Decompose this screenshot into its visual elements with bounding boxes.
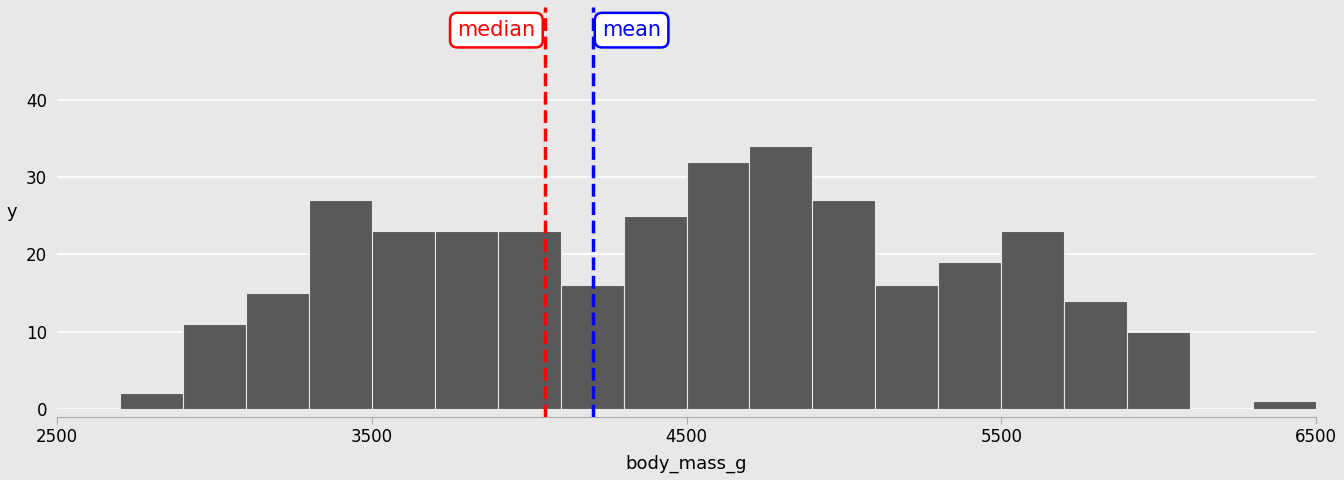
Bar [1253, 401, 1316, 409]
Y-axis label: y: y [7, 203, 17, 221]
Bar [183, 324, 246, 409]
Bar [938, 262, 1001, 409]
Bar [812, 200, 875, 409]
X-axis label: body_mass_g: body_mass_g [626, 455, 747, 473]
Text: mean: mean [602, 20, 661, 40]
Bar [624, 216, 687, 409]
Bar [750, 146, 812, 409]
Bar [309, 200, 372, 409]
Bar [560, 285, 624, 409]
Bar [1001, 231, 1064, 409]
Bar [1064, 300, 1128, 409]
Bar [372, 231, 434, 409]
Bar [120, 394, 183, 409]
Bar [434, 231, 497, 409]
Bar [246, 293, 309, 409]
Bar [497, 231, 560, 409]
Bar [875, 285, 938, 409]
Bar [687, 162, 750, 409]
Text: median: median [457, 20, 535, 40]
Bar [1128, 332, 1191, 409]
